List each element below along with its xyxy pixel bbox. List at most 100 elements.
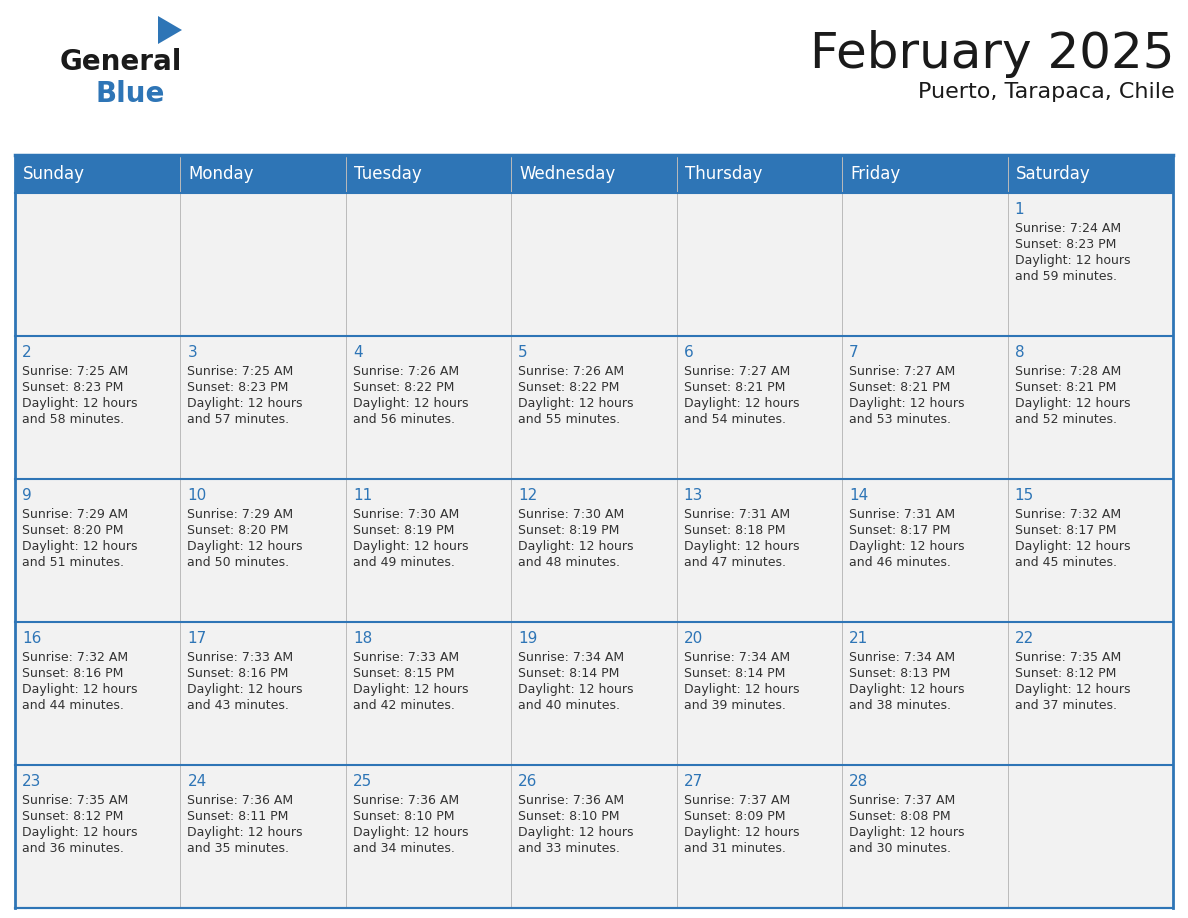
Text: and 40 minutes.: and 40 minutes. [518,699,620,712]
Text: 19: 19 [518,631,538,646]
Text: Sunset: 8:17 PM: Sunset: 8:17 PM [1015,524,1116,537]
Text: 8: 8 [1015,345,1024,360]
Bar [1007,765,1173,908]
Bar [842,193,1007,336]
Text: 12: 12 [518,488,537,503]
Text: Tuesday: Tuesday [354,165,422,183]
Text: Sunset: 8:12 PM: Sunset: 8:12 PM [1015,667,1116,680]
Bar [842,479,1007,622]
Bar [15,155,181,193]
Text: 7: 7 [849,345,859,360]
Text: Sunset: 8:08 PM: Sunset: 8:08 PM [849,810,950,823]
Text: Sunset: 8:12 PM: Sunset: 8:12 PM [23,810,124,823]
Bar [842,765,1007,908]
Text: Daylight: 12 hours: Daylight: 12 hours [23,397,138,410]
Text: General: General [61,48,183,76]
Text: Daylight: 12 hours: Daylight: 12 hours [684,683,800,696]
Text: and 57 minutes.: and 57 minutes. [188,413,290,426]
Text: Sunset: 8:14 PM: Sunset: 8:14 PM [518,667,620,680]
Text: Sunrise: 7:36 AM: Sunrise: 7:36 AM [518,794,625,807]
Bar [15,622,181,765]
Bar [346,765,511,908]
Bar [842,622,1007,765]
Text: Daylight: 12 hours: Daylight: 12 hours [1015,683,1130,696]
Text: 27: 27 [684,774,703,789]
Text: Sunrise: 7:30 AM: Sunrise: 7:30 AM [518,508,625,521]
Text: Daylight: 12 hours: Daylight: 12 hours [684,397,800,410]
Bar [677,479,842,622]
Text: Sunrise: 7:29 AM: Sunrise: 7:29 AM [188,508,293,521]
Text: 4: 4 [353,345,362,360]
Text: Sunset: 8:10 PM: Sunset: 8:10 PM [518,810,620,823]
Text: Sunrise: 7:34 AM: Sunrise: 7:34 AM [518,651,625,664]
Text: Daylight: 12 hours: Daylight: 12 hours [518,683,633,696]
Text: Daylight: 12 hours: Daylight: 12 hours [684,540,800,553]
Text: and 52 minutes.: and 52 minutes. [1015,413,1117,426]
Bar [181,336,346,479]
Text: and 34 minutes.: and 34 minutes. [353,842,455,855]
Text: 11: 11 [353,488,372,503]
Text: Wednesday: Wednesday [519,165,615,183]
Text: 24: 24 [188,774,207,789]
Text: Sunset: 8:11 PM: Sunset: 8:11 PM [188,810,289,823]
Polygon shape [158,16,182,44]
Text: Monday: Monday [189,165,254,183]
Text: Sunrise: 7:31 AM: Sunrise: 7:31 AM [849,508,955,521]
Bar [15,765,181,908]
Text: 28: 28 [849,774,868,789]
Text: 17: 17 [188,631,207,646]
Bar [511,193,677,336]
Text: and 33 minutes.: and 33 minutes. [518,842,620,855]
Text: Sunrise: 7:36 AM: Sunrise: 7:36 AM [188,794,293,807]
Text: Daylight: 12 hours: Daylight: 12 hours [353,826,468,839]
Text: Sunset: 8:21 PM: Sunset: 8:21 PM [684,381,785,394]
Text: 9: 9 [23,488,32,503]
Bar [677,155,842,193]
Text: Sunrise: 7:25 AM: Sunrise: 7:25 AM [23,365,128,378]
Text: Daylight: 12 hours: Daylight: 12 hours [188,683,303,696]
Text: Sunrise: 7:33 AM: Sunrise: 7:33 AM [188,651,293,664]
Text: Sunrise: 7:37 AM: Sunrise: 7:37 AM [849,794,955,807]
Bar [511,336,677,479]
Text: and 58 minutes.: and 58 minutes. [23,413,124,426]
Bar [511,479,677,622]
Text: and 54 minutes.: and 54 minutes. [684,413,785,426]
Bar [842,336,1007,479]
Bar [181,622,346,765]
Text: Sunrise: 7:32 AM: Sunrise: 7:32 AM [23,651,128,664]
Text: 3: 3 [188,345,197,360]
Text: and 59 minutes.: and 59 minutes. [1015,270,1117,283]
Text: and 45 minutes.: and 45 minutes. [1015,556,1117,569]
Text: 22: 22 [1015,631,1034,646]
Text: Sunset: 8:14 PM: Sunset: 8:14 PM [684,667,785,680]
Text: and 42 minutes.: and 42 minutes. [353,699,455,712]
Text: and 37 minutes.: and 37 minutes. [1015,699,1117,712]
Bar [181,193,346,336]
Bar [511,765,677,908]
Text: 21: 21 [849,631,868,646]
Text: Daylight: 12 hours: Daylight: 12 hours [849,683,965,696]
Bar [181,155,346,193]
Text: and 50 minutes.: and 50 minutes. [188,556,290,569]
Bar [15,479,181,622]
Text: Friday: Friday [851,165,901,183]
Text: and 49 minutes.: and 49 minutes. [353,556,455,569]
Bar [1007,622,1173,765]
Text: Sunset: 8:20 PM: Sunset: 8:20 PM [188,524,289,537]
Text: Daylight: 12 hours: Daylight: 12 hours [353,397,468,410]
Text: Daylight: 12 hours: Daylight: 12 hours [518,826,633,839]
Text: Sunrise: 7:31 AM: Sunrise: 7:31 AM [684,508,790,521]
Text: Daylight: 12 hours: Daylight: 12 hours [23,683,138,696]
Bar [511,622,677,765]
Text: Sunrise: 7:36 AM: Sunrise: 7:36 AM [353,794,459,807]
Text: Sunset: 8:23 PM: Sunset: 8:23 PM [23,381,124,394]
Bar [346,193,511,336]
Text: and 31 minutes.: and 31 minutes. [684,842,785,855]
Text: Sunset: 8:21 PM: Sunset: 8:21 PM [849,381,950,394]
Text: Sunrise: 7:33 AM: Sunrise: 7:33 AM [353,651,459,664]
Bar [511,155,677,193]
Text: 5: 5 [518,345,527,360]
Text: and 46 minutes.: and 46 minutes. [849,556,952,569]
Text: Sunrise: 7:34 AM: Sunrise: 7:34 AM [684,651,790,664]
Bar [346,336,511,479]
